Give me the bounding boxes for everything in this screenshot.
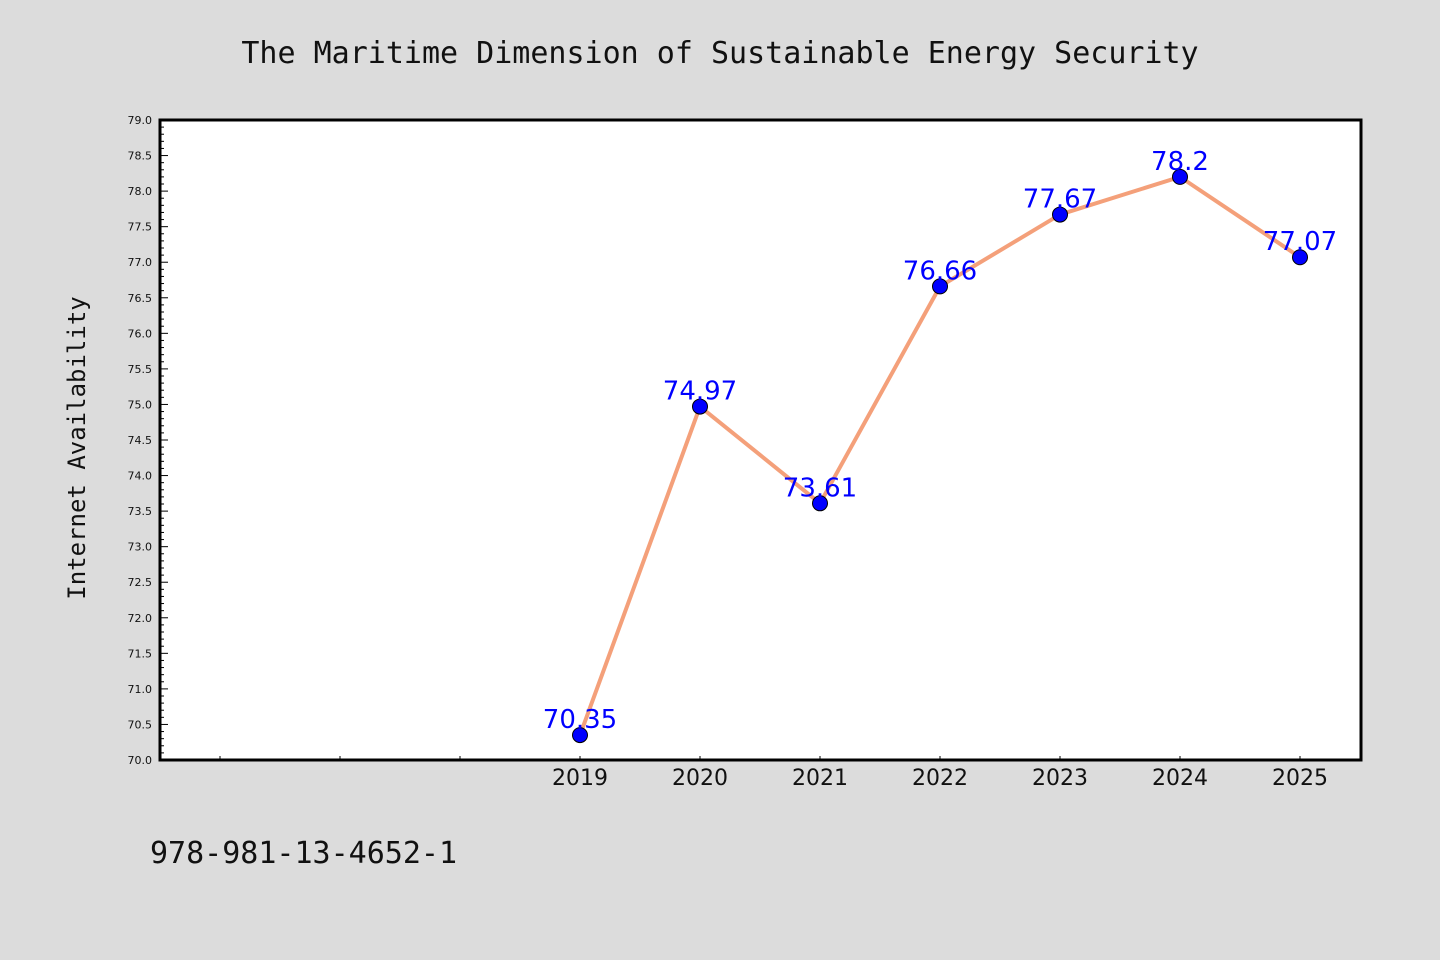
y-tick-label: 79.0 [128,114,153,127]
data-point [692,398,708,415]
y-tick-label: 71.0 [128,683,153,696]
data-label: 70.35 [543,705,617,735]
y-tick-label: 74.5 [128,434,153,447]
x-tick-label: 2021 [792,766,848,791]
y-tick-label: 73.0 [128,541,153,554]
y-tick-label: 74.0 [128,470,153,483]
footer-isbn: 978-981-13-4652-1 [150,836,457,871]
x-tick-label: 2022 [912,766,968,791]
y-axis: 70.0 70.5 71.0 71.5 72.0 72.5 73.0 73.5 74.0 74.5… [128,114,168,767]
x-tick-label: 2025 [1272,766,1328,791]
data-label: 77.07 [1263,227,1337,257]
chart-title: The Maritime Dimension of Sustainable En… [241,36,1198,71]
x-tick-label: 2019 [552,766,608,791]
x-tick-label: 2023 [1032,766,1088,791]
data-labels: 70.35 74.97 73.61 76.66 77.67 78.2 77.07 [543,147,1337,735]
y-tick-label: 78.5 [128,150,153,163]
data-label: 77.67 [1023,185,1097,215]
y-tick-label: 76.0 [128,327,153,340]
x-tick-label: 2024 [1152,766,1208,791]
y-tick-label: 76.5 [128,292,153,305]
y-tick-label: 70.5 [128,718,153,731]
data-label: 76.66 [903,256,977,286]
y-tick-label: 75.0 [128,398,153,411]
y-tick-label: 72.0 [128,612,153,625]
data-point [572,727,588,744]
y-tick-label: 77.0 [128,256,153,269]
x-tick-label: 2020 [672,766,728,791]
data-point [1292,249,1308,266]
data-label: 78.2 [1151,147,1209,177]
data-point [1172,168,1188,185]
data-label: 74.97 [663,377,737,407]
y-tick-label: 70.0 [128,754,153,767]
y-axis-label: Internet Availability [63,296,91,599]
y-tick-label: 71.5 [128,647,153,660]
data-point [1052,206,1068,223]
y-tick-label: 77.5 [128,221,153,234]
data-label: 73.61 [783,473,857,503]
data-point [812,495,828,512]
y-tick-label: 72.5 [128,576,153,589]
y-tick-label: 75.5 [128,363,153,376]
data-point [932,278,948,295]
series-line-group [572,168,1308,744]
y-tick-label: 73.5 [128,505,153,518]
plot-frame [158,118,1363,762]
x-axis: 2019 2020 2021 2022 2023 2024 2025 [219,756,1328,791]
plot-area [160,120,1361,760]
y-tick-label: 78.0 [128,185,153,198]
